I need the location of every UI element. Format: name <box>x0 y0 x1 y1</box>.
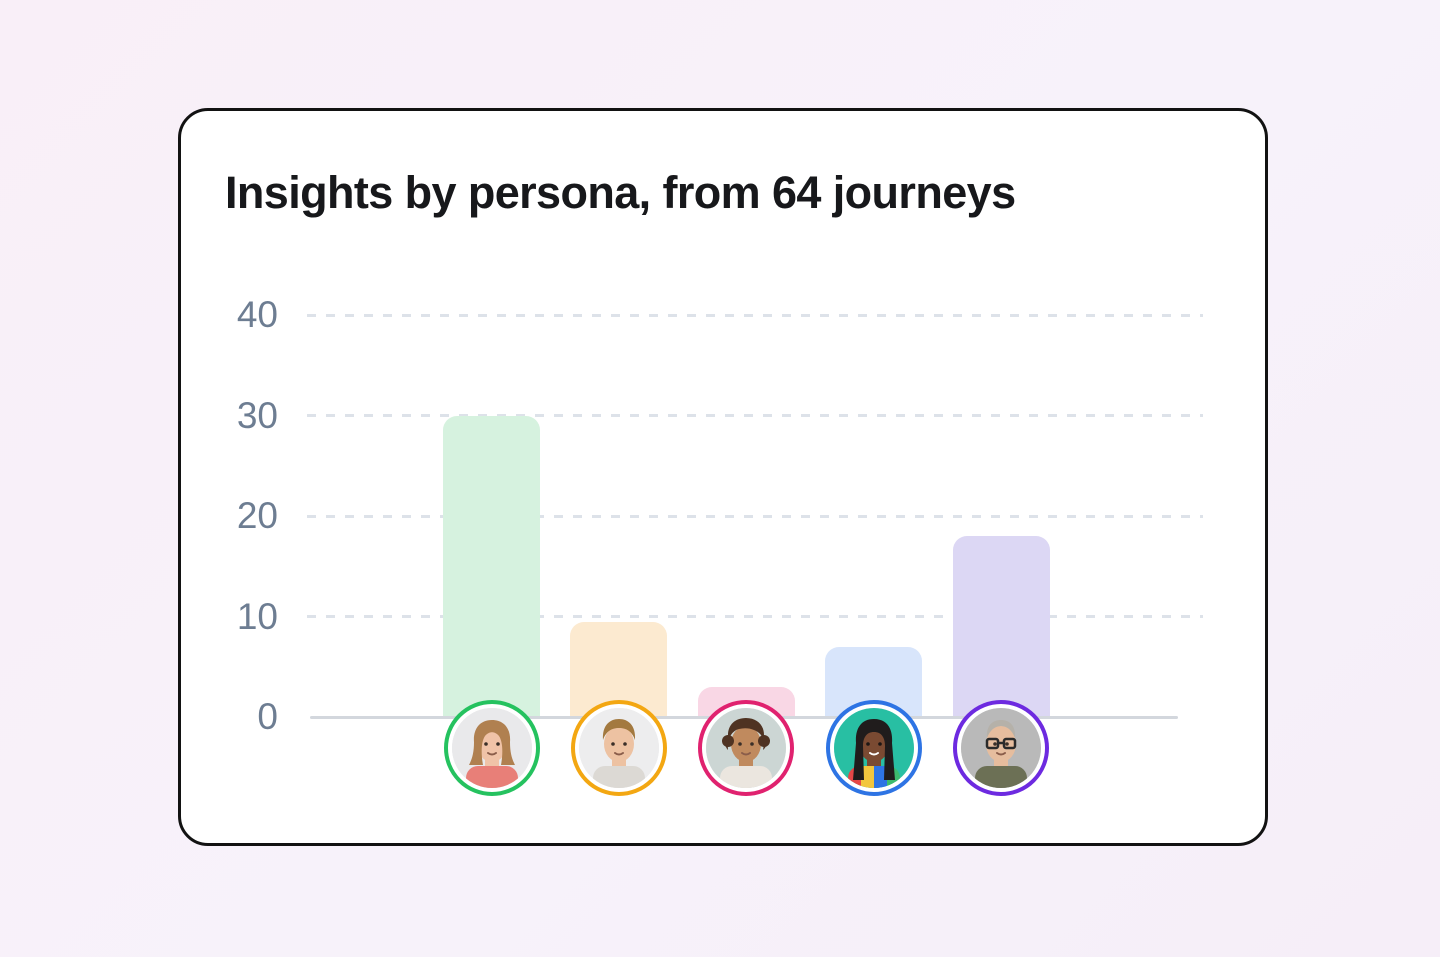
persona-face-illustration <box>833 708 914 788</box>
persona-face-illustration <box>451 708 532 788</box>
persona-avatar-1[interactable] <box>443 700 540 796</box>
avatar-photo <box>451 708 532 788</box>
gridline <box>307 313 1203 317</box>
bar-persona-purple <box>952 536 1050 717</box>
gridline <box>307 414 1203 417</box>
persona-avatar-5[interactable] <box>953 700 1049 796</box>
insights-card: Insights by persona, from 64 journeys 0 1… <box>178 108 1268 846</box>
avatar-photo <box>961 708 1041 788</box>
persona-face-illustration <box>578 708 659 788</box>
persona-face-illustration <box>706 708 786 788</box>
persona-avatar-2[interactable] <box>570 700 667 796</box>
gridline <box>307 615 1203 618</box>
persona-avatar-4[interactable] <box>825 700 922 796</box>
y-axis-tick-label: 40 <box>236 294 278 335</box>
persona-face-illustration <box>961 708 1041 788</box>
bar-chart: 0 10 20 30 40 <box>181 111 1265 843</box>
avatar-photo <box>833 708 914 788</box>
bar-persona-green <box>443 415 540 717</box>
chart-title: Insights by persona, from 64 journeys <box>225 167 1016 218</box>
avatar-photo <box>706 708 786 788</box>
y-axis-tick-label: 10 <box>236 595 278 637</box>
y-axis-tick-label: 30 <box>236 394 278 436</box>
persona-avatar-3[interactable] <box>698 700 794 796</box>
y-axis-tick-label: 0 <box>257 696 278 737</box>
gridline <box>307 514 1203 518</box>
y-axis-tick-label: 20 <box>236 495 278 536</box>
avatar-photo <box>578 708 659 788</box>
